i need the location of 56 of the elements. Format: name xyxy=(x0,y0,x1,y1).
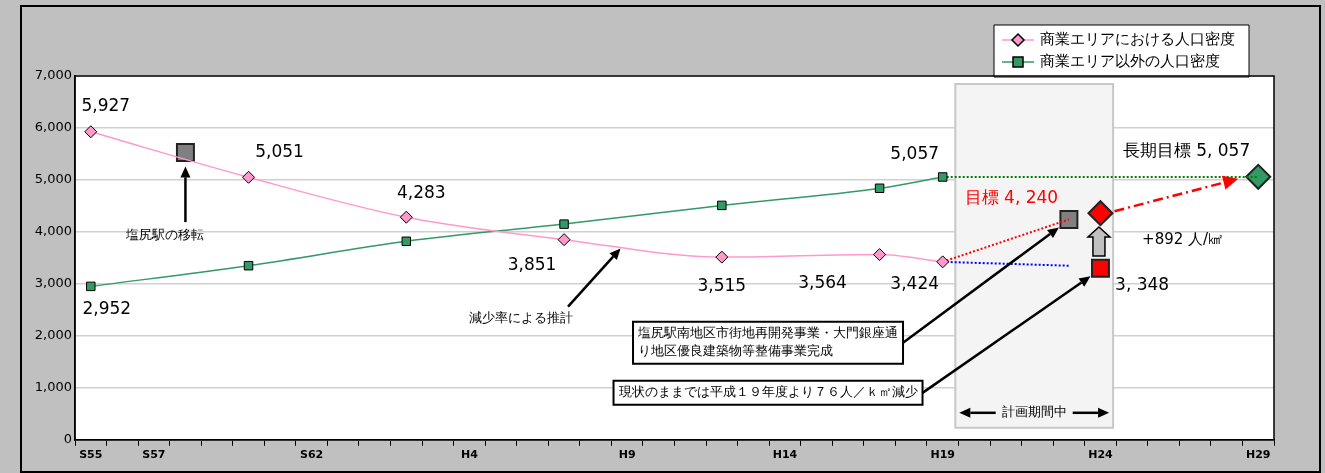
x-tick-label: H24 xyxy=(1088,448,1114,462)
x-tick-label: H4 xyxy=(460,448,479,462)
legend-label: 商業エリアにおける人口密度 xyxy=(1040,29,1235,48)
y-tick-label: 0 xyxy=(63,431,72,447)
x-tick-label: S55 xyxy=(79,448,103,462)
point xyxy=(715,250,729,264)
annotation: +892 人/㎢ xyxy=(1142,230,1224,249)
point xyxy=(175,142,195,162)
point xyxy=(874,183,885,193)
point xyxy=(242,170,256,184)
annotation: 目標 4, 240 xyxy=(964,186,1059,207)
legend-label: 商業エリア以外の人口密度 xyxy=(1040,51,1220,70)
point xyxy=(86,281,96,292)
data-label: 5,057 xyxy=(890,143,940,164)
x-tick-label: H19 xyxy=(930,448,955,462)
band-label: 計画期間中 xyxy=(1001,404,1067,420)
x-tick-label: H9 xyxy=(618,448,636,462)
point xyxy=(243,260,254,271)
data-label: 5,051 xyxy=(255,140,304,161)
data-label: 3,424 xyxy=(890,273,940,294)
y-tick-label: 6,000 xyxy=(34,119,72,135)
point xyxy=(936,255,950,269)
point xyxy=(1087,200,1114,227)
data-label: 2,952 xyxy=(82,297,132,318)
point xyxy=(717,200,727,211)
point xyxy=(1090,258,1110,278)
point xyxy=(401,236,412,247)
annotation: 塩尻駅の移転 xyxy=(124,227,204,243)
point xyxy=(937,172,948,182)
annotation: 現状のままでは平成１９年度より７６人／ｋ㎡減少 xyxy=(618,384,918,400)
x-tick-label: S62 xyxy=(300,448,324,462)
annotation: 3, 348 xyxy=(1115,273,1170,294)
data-label: 5,927 xyxy=(81,95,131,116)
point xyxy=(873,248,887,262)
point xyxy=(399,210,413,224)
point xyxy=(557,233,571,247)
data-label: 3,564 xyxy=(798,272,847,292)
x-tick-label: H14 xyxy=(772,448,798,462)
y-tick-label: 1,000 xyxy=(34,379,72,395)
y-tick-label: 2,000 xyxy=(34,327,72,343)
data-label: 3,515 xyxy=(697,274,747,295)
annotation: 減少率による推計 xyxy=(469,310,574,326)
data-label: 4,283 xyxy=(396,181,446,202)
annotation: 塩尻駅南地区市街地再開発事業・大門銀座通り地区優良建築物等整備事業完成 xyxy=(637,325,899,359)
data-label: 3,851 xyxy=(507,254,557,275)
x-tick-label: H29 xyxy=(1245,448,1271,462)
y-tick-label: 5,000 xyxy=(34,171,72,187)
point xyxy=(1245,163,1272,190)
y-tick-label: 4,000 xyxy=(34,223,72,239)
point xyxy=(84,125,98,139)
point xyxy=(1059,209,1079,229)
point xyxy=(559,219,569,229)
y-tick-label: 7,000 xyxy=(34,67,72,83)
annotation: 長期目標 5, 057 xyxy=(1122,140,1251,161)
y-tick-label: 3,000 xyxy=(34,275,72,291)
x-tick-label: S57 xyxy=(142,448,166,462)
